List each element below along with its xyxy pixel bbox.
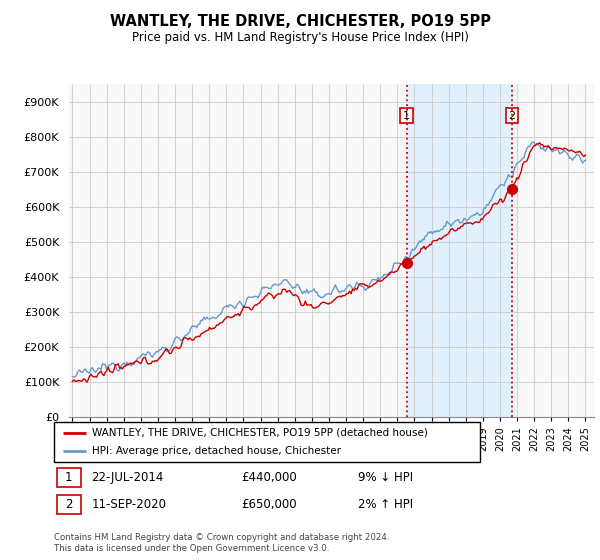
Text: WANTLEY, THE DRIVE, CHICHESTER, PO19 5PP (detached house): WANTLEY, THE DRIVE, CHICHESTER, PO19 5PP… (92, 428, 428, 437)
Bar (407, 84, 512, 417)
Text: 1: 1 (65, 471, 72, 484)
Text: 2: 2 (508, 110, 515, 120)
Text: Price paid vs. HM Land Registry's House Price Index (HPI): Price paid vs. HM Land Registry's House … (131, 31, 469, 44)
Text: £650,000: £650,000 (241, 498, 296, 511)
Text: 2% ↑ HPI: 2% ↑ HPI (358, 498, 413, 511)
Text: 1: 1 (403, 110, 410, 120)
Text: WANTLEY, THE DRIVE, CHICHESTER, PO19 5PP: WANTLEY, THE DRIVE, CHICHESTER, PO19 5PP (110, 14, 491, 29)
Text: 9% ↓ HPI: 9% ↓ HPI (358, 471, 413, 484)
Bar (56, 495, 80, 515)
Text: 22-JUL-2014: 22-JUL-2014 (91, 471, 164, 484)
Text: 11-SEP-2020: 11-SEP-2020 (91, 498, 166, 511)
Text: £440,000: £440,000 (241, 471, 296, 484)
Bar (56, 468, 80, 487)
Text: Contains HM Land Registry data © Crown copyright and database right 2024.
This d: Contains HM Land Registry data © Crown c… (54, 533, 389, 553)
Text: HPI: Average price, detached house, Chichester: HPI: Average price, detached house, Chic… (92, 446, 341, 456)
Text: 2: 2 (65, 498, 72, 511)
